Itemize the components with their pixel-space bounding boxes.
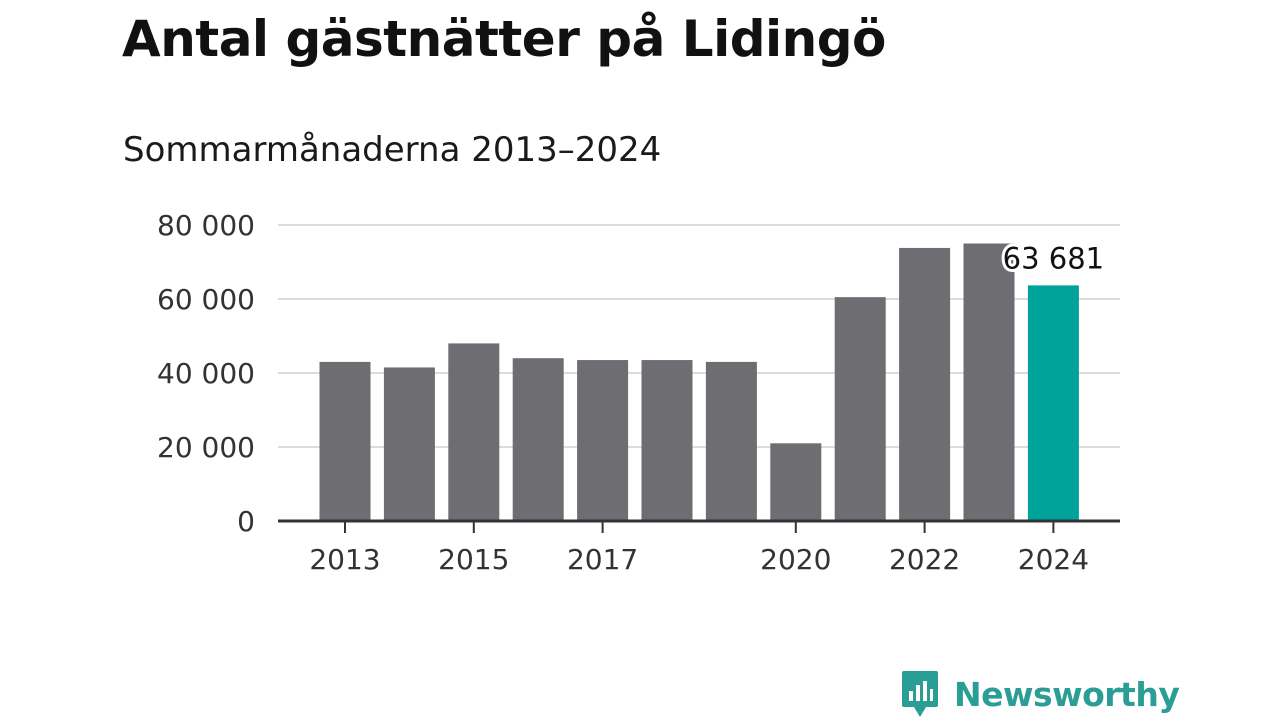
y-tick-label: 40 000 — [157, 357, 255, 390]
y-tick-label: 60 000 — [157, 283, 255, 316]
x-tick-label: 2013 — [309, 543, 380, 576]
y-tick-label: 80 000 — [157, 209, 255, 242]
chart-title: Antal gästnätter på Lidingö — [122, 10, 886, 68]
axes — [278, 519, 1120, 533]
newsworthy-logo-text: Newsworthy — [954, 674, 1180, 714]
bar — [705, 361, 757, 521]
bar — [834, 297, 886, 521]
bar-chart: 0 20 000 40 000 60 000 80 000 2013 2015 2017 202… — [157, 209, 1120, 576]
x-tick-label: 2024 — [1018, 543, 1089, 576]
x-tick-label: 2015 — [438, 543, 509, 576]
bar — [319, 361, 371, 521]
bar — [448, 343, 500, 521]
bars — [319, 243, 1079, 521]
chart-subtitle: Sommarmånaderna 2013–2024 — [123, 130, 662, 170]
bar — [512, 358, 564, 521]
newsworthy-logo: Newsworthy — [900, 668, 1180, 720]
bar — [770, 443, 822, 521]
x-tick-label: 2022 — [889, 543, 960, 576]
y-tick-label: 0 — [237, 505, 255, 538]
bar — [1027, 285, 1079, 521]
x-tick-label: 2017 — [567, 543, 638, 576]
newsworthy-logo-icon — [902, 671, 938, 717]
y-tick-label: 20 000 — [157, 431, 255, 464]
bar — [899, 247, 951, 521]
bar — [383, 367, 435, 521]
value-label: 63 681 — [1003, 241, 1104, 275]
labels: 0 20 000 40 000 60 000 80 000 2013 2015 2017 202… — [157, 209, 1107, 576]
bar — [963, 243, 1015, 521]
x-tick-label: 2020 — [760, 543, 831, 576]
bar — [577, 360, 629, 521]
bar — [641, 360, 693, 521]
